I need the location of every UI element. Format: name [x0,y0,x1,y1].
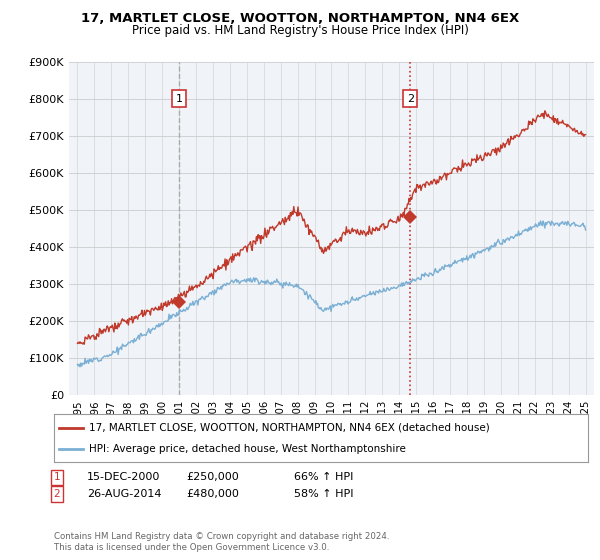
Text: Contains HM Land Registry data © Crown copyright and database right 2024.
This d: Contains HM Land Registry data © Crown c… [54,532,389,552]
Text: 26-AUG-2014: 26-AUG-2014 [87,489,161,499]
Text: 1: 1 [53,472,61,482]
Text: 17, MARTLET CLOSE, WOOTTON, NORTHAMPTON, NN4 6EX (detached house): 17, MARTLET CLOSE, WOOTTON, NORTHAMPTON,… [89,423,490,433]
Text: Price paid vs. HM Land Registry's House Price Index (HPI): Price paid vs. HM Land Registry's House … [131,24,469,37]
Text: 2: 2 [53,489,61,499]
Text: 17, MARTLET CLOSE, WOOTTON, NORTHAMPTON, NN4 6EX: 17, MARTLET CLOSE, WOOTTON, NORTHAMPTON,… [81,12,519,25]
Text: 15-DEC-2000: 15-DEC-2000 [87,472,160,482]
Text: HPI: Average price, detached house, West Northamptonshire: HPI: Average price, detached house, West… [89,444,406,454]
Text: £250,000: £250,000 [186,472,239,482]
Text: 1: 1 [176,94,182,104]
Text: 2: 2 [407,94,414,104]
Text: 58% ↑ HPI: 58% ↑ HPI [294,489,353,499]
Text: £480,000: £480,000 [186,489,239,499]
Text: 66% ↑ HPI: 66% ↑ HPI [294,472,353,482]
